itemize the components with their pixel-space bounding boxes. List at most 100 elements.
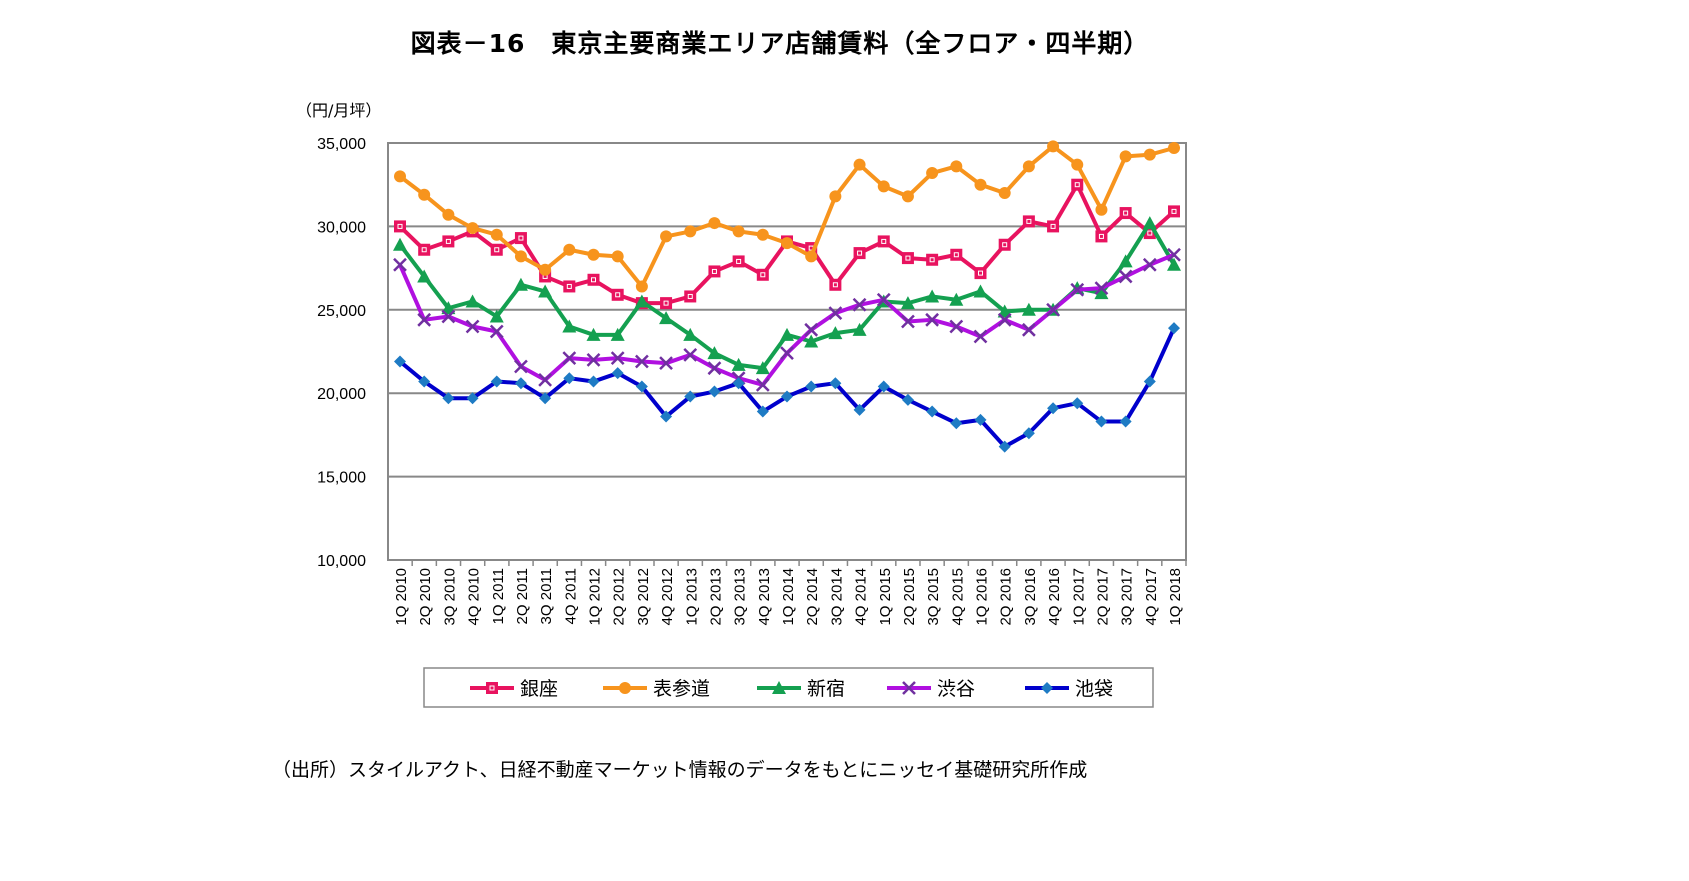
x-marker <box>1070 282 1085 297</box>
circle-marker <box>926 167 939 180</box>
circle-marker <box>901 190 914 203</box>
square-marker-inner <box>421 247 427 253</box>
square-marker-inner <box>1074 182 1080 188</box>
diamond-marker <box>1168 322 1180 335</box>
square-marker <box>587 273 600 286</box>
circle-marker <box>829 190 842 203</box>
triangle-marker <box>465 294 480 308</box>
x-tick-label: 2Q 2013 <box>707 568 724 626</box>
diamond-marker <box>1071 397 1084 410</box>
series-4 <box>394 322 1180 453</box>
legend-item: 渋谷 <box>887 678 975 700</box>
x-tick-label: 1Q 2017 <box>1070 568 1087 626</box>
square-marker-inner <box>397 223 403 229</box>
diamond-marker <box>708 385 721 398</box>
x-tick-label: 4Q 2010 <box>466 568 483 626</box>
square-marker-inner <box>687 293 693 299</box>
x-tick-label: 2Q 2017 <box>1094 568 1111 626</box>
circle-marker <box>418 188 431 201</box>
x-marker <box>780 346 794 361</box>
triangle-marker <box>755 361 770 375</box>
circle-marker <box>442 208 455 221</box>
x-tick-label: 3Q 2012 <box>635 568 652 626</box>
square-marker-inner <box>832 282 838 288</box>
circle-marker <box>756 228 769 241</box>
triangle-marker <box>900 296 915 310</box>
diamond-marker <box>660 410 673 423</box>
triangle-marker <box>852 322 867 336</box>
diamond-marker <box>805 380 818 393</box>
circle-marker <box>394 170 406 183</box>
square-marker <box>756 268 769 281</box>
triangle-marker <box>804 334 819 348</box>
circle-marker <box>1047 140 1060 153</box>
x-tick-label: 1Q 2013 <box>683 568 700 626</box>
diamond-marker <box>1041 682 1053 694</box>
x-tick-label: 1Q 2015 <box>877 568 894 626</box>
square-marker <box>442 235 455 248</box>
x-tick-label: 2Q 2014 <box>804 568 821 626</box>
triangle-marker <box>659 311 674 325</box>
circle-marker <box>563 243 576 256</box>
triangle-marker <box>997 304 1012 318</box>
square-marker <box>418 243 431 256</box>
square-marker <box>708 265 721 278</box>
circle-marker <box>708 217 721 230</box>
x-tick-label: 4Q 2015 <box>949 568 966 626</box>
square-marker-inner <box>494 247 500 253</box>
x-marker <box>804 322 819 337</box>
x-marker <box>1167 247 1181 262</box>
y-tick-label: 15,000 <box>317 470 366 487</box>
x-marker <box>949 319 964 334</box>
diamond-marker <box>974 413 987 426</box>
circle-marker <box>684 225 697 238</box>
circle-marker <box>635 280 648 293</box>
diamond-marker <box>1119 415 1132 428</box>
x-tick-label: 2Q 2011 <box>514 568 531 624</box>
square-marker <box>611 288 624 301</box>
triangle-marker <box>489 309 504 323</box>
triangle-marker <box>1094 286 1109 300</box>
diamond-marker <box>635 380 648 393</box>
diamond-marker <box>998 440 1011 453</box>
diamond-marker <box>732 377 745 390</box>
series-line <box>398 252 1175 387</box>
diamond-marker <box>563 372 576 385</box>
triangle-marker <box>780 327 794 341</box>
triangle-marker <box>610 327 625 341</box>
x-tick-label: 4Q 2012 <box>659 568 676 626</box>
diamond-marker <box>1022 427 1035 440</box>
x-marker <box>707 361 722 376</box>
circle-marker <box>490 228 503 241</box>
x-marker <box>876 292 891 307</box>
square-marker <box>394 220 406 233</box>
square-marker <box>1119 207 1132 220</box>
x-tick-label: 1Q 2014 <box>780 568 797 626</box>
square-marker-inner <box>1098 233 1104 239</box>
circle-marker <box>877 180 890 193</box>
diamond-marker <box>418 375 431 388</box>
triangle-marker <box>828 326 843 340</box>
x-tick-label: 4Q 2011 <box>562 568 579 624</box>
triangle-marker <box>634 294 649 308</box>
square-marker <box>974 267 987 280</box>
square-marker-inner <box>978 270 983 276</box>
circle-marker <box>853 158 866 171</box>
x-marker <box>610 351 625 366</box>
x-tick-label: 3Q 2017 <box>1119 568 1136 626</box>
x-marker <box>659 356 673 371</box>
square-marker <box>563 280 576 293</box>
x-tick-label: 1Q 2016 <box>974 568 991 626</box>
x-tick-label: 4Q 2016 <box>1046 568 1063 626</box>
x-marker <box>538 372 553 387</box>
x-marker <box>562 351 577 366</box>
square-marker-inner <box>905 255 911 261</box>
square-marker <box>1022 215 1035 228</box>
square-marker <box>950 248 963 261</box>
circle-marker <box>611 250 624 263</box>
source-caption: （出所）スタイルアクト、日経不動産マーケット情報のデータをもとにニッセイ基礎研究… <box>272 759 1088 781</box>
x-marker <box>902 681 916 695</box>
diamond-marker <box>539 392 552 405</box>
diamond-marker <box>514 377 527 390</box>
square-marker-inner <box>1171 208 1177 214</box>
